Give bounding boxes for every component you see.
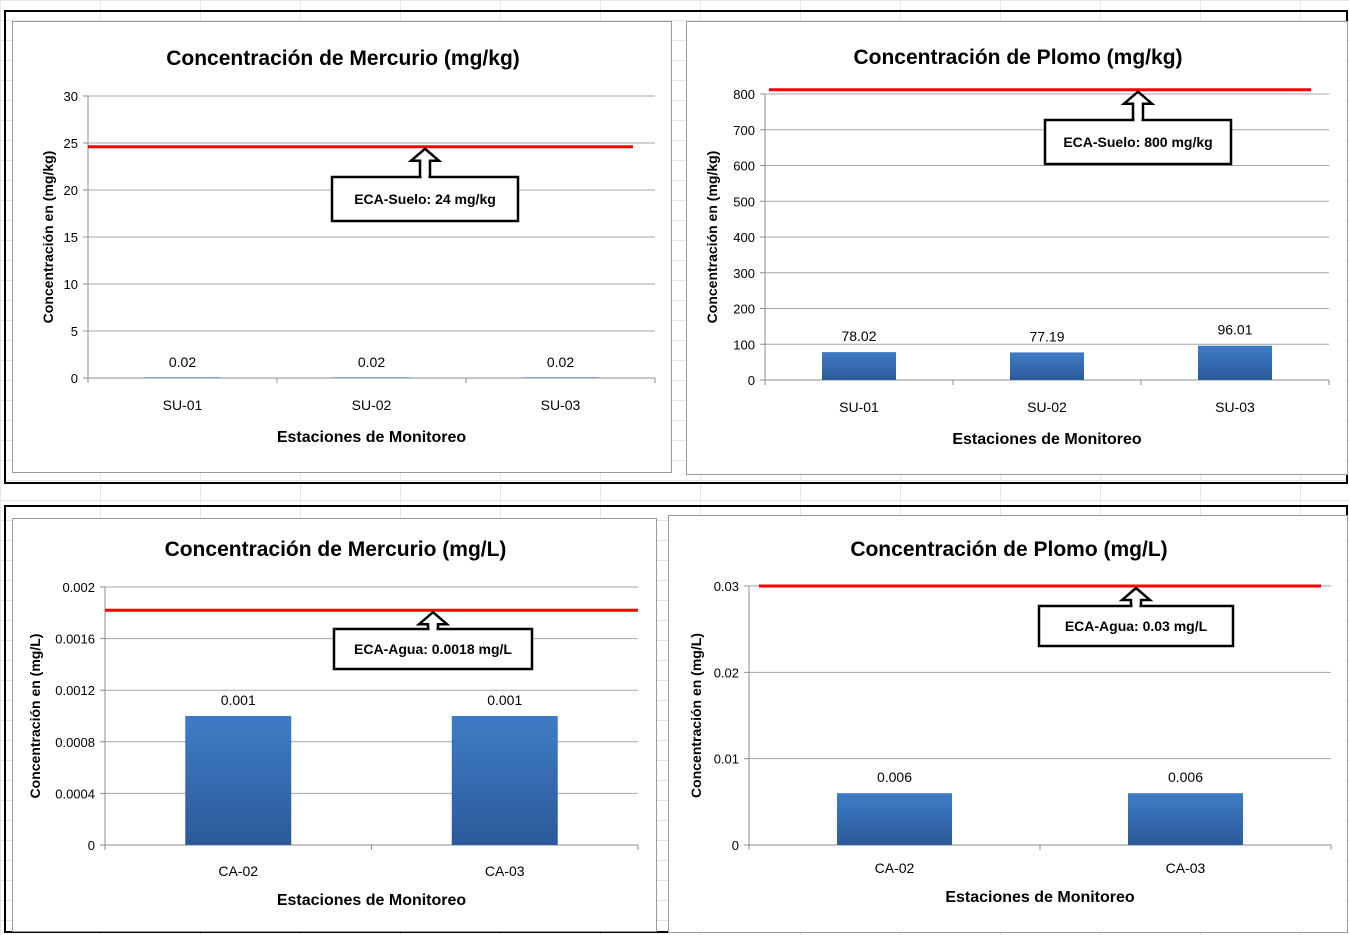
bar-value-label: 0.001 (487, 692, 522, 708)
bar-value-label: 0.006 (877, 769, 912, 785)
x-tick-label: SU-02 (1027, 399, 1067, 415)
bar-value-label: 0.02 (547, 354, 574, 370)
x-tick-label: SU-03 (1215, 399, 1255, 415)
callout-label: ECA-Suelo: 24 mg/kg (354, 191, 496, 207)
bar-value-label: 78.02 (841, 328, 876, 344)
callout-box (332, 627, 534, 671)
chart-title: Concentración de Plomo (mg/L) (850, 538, 1167, 561)
y-tick-label: 0 (748, 373, 755, 388)
x-axis-label: Estaciones de Monitoreo (952, 431, 1142, 448)
y-tick-label: 300 (733, 266, 755, 281)
chart-panel-lead-soil: Concentración de Plomo (mg/kg) 0 100 200 300… (686, 21, 1348, 475)
y-tick-label: 15 (64, 230, 78, 245)
y-tick-label: 0 (732, 838, 739, 853)
bar (522, 377, 599, 378)
x-tick-label: SU-03 (541, 397, 581, 413)
x-axis-label: Estaciones de Monitoreo (277, 892, 467, 909)
y-tick-label: 100 (733, 337, 755, 352)
x-tick-label: CA-02 (218, 863, 258, 879)
bar-value-label: 0.001 (221, 692, 256, 708)
bar (822, 352, 896, 380)
y-tick-label: 5 (71, 324, 78, 339)
bar (1198, 345, 1272, 380)
y-tick-label: 0.01 (714, 752, 739, 767)
bar (185, 716, 292, 845)
y-tick-label: 0 (71, 371, 78, 386)
x-tick-label: CA-03 (1166, 860, 1206, 876)
y-axis-label: Concentración en (mg/kg) (40, 151, 56, 324)
y-tick-label: 700 (733, 123, 755, 138)
chart-panel-mercury-water: Concentración de Mercurio (mg/L) 0 0.0004 0… (12, 518, 657, 932)
chart-title: Concentración de Mercurio (mg/L) (165, 538, 507, 561)
x-tick-label: CA-03 (485, 863, 525, 879)
callout-box (330, 175, 520, 223)
callout-arrow (1118, 586, 1154, 608)
bar (451, 716, 558, 845)
bar (144, 377, 221, 378)
callout-box (1037, 604, 1235, 648)
callout-label: ECA-Agua: 0.03 mg/L (1065, 618, 1208, 634)
y-tick-label: 25 (64, 136, 78, 151)
callout-label: ECA-Agua: 0.0018 mg/L (354, 641, 512, 657)
callout-arrow (407, 147, 443, 179)
y-tick-label: 800 (733, 87, 755, 102)
y-tick-label: 0.0008 (55, 735, 95, 750)
y-tick-label: 500 (733, 194, 755, 209)
bar-value-label: 0.02 (358, 354, 385, 370)
x-tick-label: SU-01 (163, 397, 203, 413)
chart-title: Concentración de Mercurio (mg/kg) (166, 47, 520, 70)
chart-mercury-water: Concentración de Mercurio (mg/L) 0 0.0004 0… (27, 538, 639, 909)
y-tick-label: 400 (733, 230, 755, 245)
chart-lead-soil: Concentración de Plomo (mg/kg) 0 100 200 300… (704, 46, 1330, 448)
y-tick-label: 0.03 (714, 579, 739, 594)
chart-lead-water: Concentración de Plomo (mg/L) 0 0.01 0.02 0.… (688, 538, 1332, 906)
callout-box (1043, 118, 1233, 166)
bar (837, 793, 952, 845)
chart-panel-mercury-soil: Concentración de Mercurio (mg/kg) 0 5 10 15 2… (12, 21, 672, 473)
y-tick-label: 30 (64, 89, 78, 104)
callout-label: ECA-Suelo: 800 mg/kg (1063, 134, 1212, 150)
y-tick-label: 0.0004 (55, 786, 95, 801)
y-tick-label: 0.002 (62, 580, 95, 595)
bar-value-label: 0.006 (1168, 769, 1203, 785)
y-tick-label: 0.02 (714, 665, 739, 680)
chart-title: Concentración de Plomo (mg/kg) (853, 46, 1182, 69)
y-tick-label: 0.0012 (55, 683, 95, 698)
bar-value-label: 0.02 (169, 354, 196, 370)
chart-mercury-soil: Concentración de Mercurio (mg/kg) 0 5 10 15 2… (40, 47, 656, 446)
bar-value-label: 77.19 (1029, 328, 1064, 344)
chart-panel-lead-water: Concentración de Plomo (mg/L) 0 0.01 0.02 0.… (668, 515, 1348, 933)
y-tick-label: 20 (64, 183, 78, 198)
bar (1128, 793, 1243, 845)
bar (333, 377, 410, 378)
bar (1010, 352, 1084, 380)
y-axis-label: Concentración en (mg/L) (27, 634, 43, 799)
x-tick-label: SU-02 (352, 397, 392, 413)
y-tick-label: 10 (64, 277, 78, 292)
callout-arrow (1120, 90, 1156, 122)
y-axis-label: Concentración en (mg/L) (688, 633, 704, 798)
y-tick-label: 200 (733, 302, 755, 317)
x-axis-label: Estaciones de Monitoreo (277, 429, 467, 446)
y-tick-label: 0.0016 (55, 632, 95, 647)
y-tick-label: 600 (733, 159, 755, 174)
x-tick-label: SU-01 (839, 399, 879, 415)
x-tick-label: CA-02 (875, 860, 915, 876)
y-tick-label: 0 (88, 838, 95, 853)
bar-value-label: 96.01 (1217, 322, 1252, 338)
callout-arrow (415, 610, 451, 631)
y-axis-label: Concentración en (mg/kg) (704, 151, 720, 324)
x-axis-label: Estaciones de Monitoreo (945, 889, 1135, 906)
